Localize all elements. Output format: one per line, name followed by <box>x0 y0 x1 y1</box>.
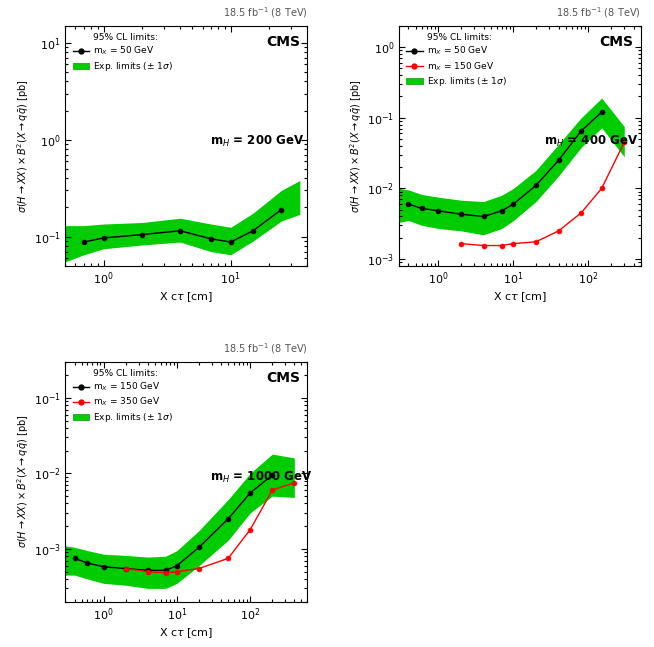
Text: CMS: CMS <box>600 36 634 49</box>
Text: CMS: CMS <box>266 371 300 386</box>
Text: CMS: CMS <box>266 36 300 49</box>
Text: 18.5 fb$^{-1}$ (8 TeV): 18.5 fb$^{-1}$ (8 TeV) <box>557 5 641 20</box>
Text: m$_{H}$ = 400 GeV: m$_{H}$ = 400 GeV <box>544 134 638 149</box>
X-axis label: X c$\tau$ [cm]: X c$\tau$ [cm] <box>159 626 213 640</box>
Legend: 95% CL limits:, m$_{X}$ = 50 GeV, Exp. limits ($\pm$ 1$\sigma$): 95% CL limits:, m$_{X}$ = 50 GeV, Exp. l… <box>70 30 176 76</box>
Text: m$_{H}$ = 1000 GeV: m$_{H}$ = 1000 GeV <box>211 470 313 485</box>
Y-axis label: $\sigma(H \rightarrow XX) \times B^2(X \rightarrow q\bar{q})$ [pb]: $\sigma(H \rightarrow XX) \times B^2(X \… <box>15 415 31 549</box>
Text: 18.5 fb$^{-1}$ (8 TeV): 18.5 fb$^{-1}$ (8 TeV) <box>222 5 307 20</box>
Legend: 95% CL limits:, m$_{X}$ = 50 GeV, m$_{X}$ = 150 GeV, Exp. limits ($\pm$ 1$\sigma: 95% CL limits:, m$_{X}$ = 50 GeV, m$_{X}… <box>404 30 509 91</box>
Y-axis label: $\sigma(H \rightarrow XX) \times B^2(X \rightarrow q\bar{q})$ [pb]: $\sigma(H \rightarrow XX) \times B^2(X \… <box>15 79 31 213</box>
Y-axis label: $\sigma(H \rightarrow XX) \times B^2(X \rightarrow q\bar{q})$ [pb]: $\sigma(H \rightarrow XX) \times B^2(X \… <box>349 79 364 213</box>
Legend: 95% CL limits:, m$_{X}$ = 150 GeV, m$_{X}$ = 350 GeV, Exp. limits ($\pm$ 1$\sigm: 95% CL limits:, m$_{X}$ = 150 GeV, m$_{X… <box>70 366 176 427</box>
Text: 18.5 fb$^{-1}$ (8 TeV): 18.5 fb$^{-1}$ (8 TeV) <box>222 341 307 356</box>
X-axis label: X c$\tau$ [cm]: X c$\tau$ [cm] <box>159 290 213 304</box>
Text: m$_{H}$ = 200 GeV: m$_{H}$ = 200 GeV <box>211 134 305 149</box>
X-axis label: X c$\tau$ [cm]: X c$\tau$ [cm] <box>493 290 547 304</box>
